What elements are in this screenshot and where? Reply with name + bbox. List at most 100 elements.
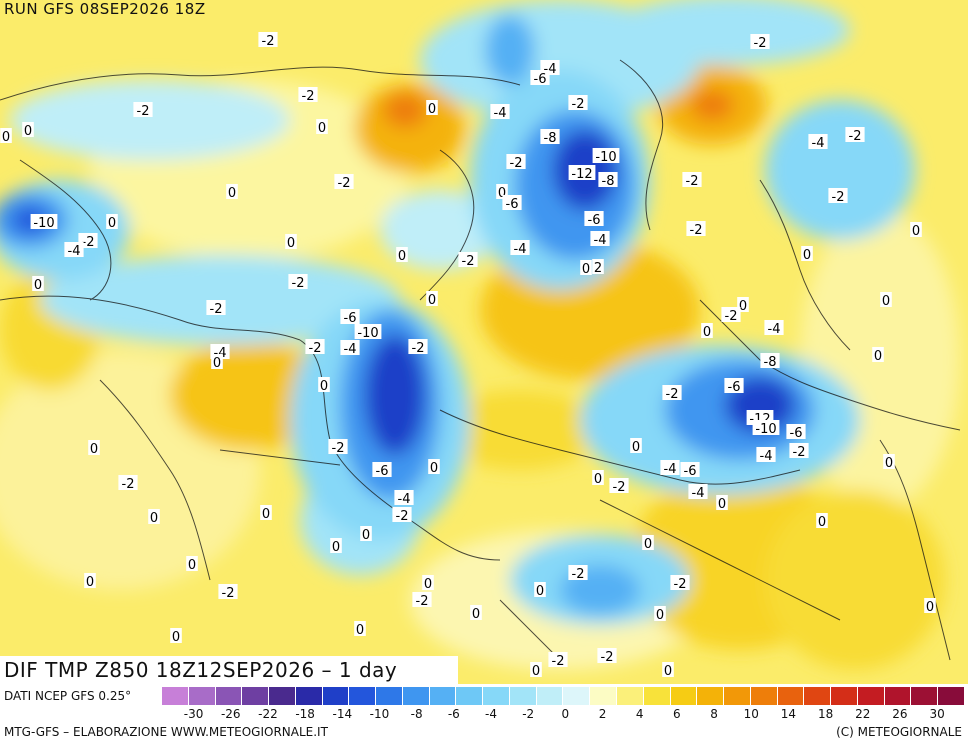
legend-swatch (938, 687, 965, 705)
contour-label-bg (64, 242, 84, 257)
contour-label: 0 (332, 540, 340, 555)
contour-label: -2 (416, 594, 429, 609)
legend-swatch (831, 687, 858, 705)
legend-swatch (402, 687, 430, 705)
contour-label: -2 (222, 586, 235, 601)
contour-label: -4 (768, 322, 781, 337)
contour-label: -2 (309, 341, 322, 356)
contour-label-bg (392, 507, 412, 522)
contour-label-bg (721, 307, 741, 322)
legend-swatch (697, 687, 725, 705)
contour-label: -2 (462, 254, 475, 269)
contour-label-bg (724, 378, 744, 393)
legend-swatch (670, 687, 698, 705)
contour-label: 0 (172, 630, 180, 645)
contour-label: -2 (396, 509, 409, 524)
contour-label: -2 (674, 577, 687, 592)
contour-label: -2 (572, 567, 585, 582)
contour-label: 0 (718, 497, 726, 512)
contour-label: 0 (108, 216, 116, 231)
contour-label-bg (568, 165, 596, 180)
legend-tick-label: 4 (635, 707, 644, 721)
contour-label-bg (288, 274, 308, 289)
contour-label-bg (845, 127, 865, 142)
contour-label-bg (750, 34, 770, 49)
contour-label: 0 (262, 507, 270, 522)
contour-label-bg (701, 323, 713, 338)
contour-label-bg (118, 475, 138, 490)
contour-label-bg (756, 447, 776, 462)
legend-swatch (590, 687, 618, 705)
contour-label: -2 (510, 156, 523, 171)
contour-label-bg (506, 154, 526, 169)
contour-label-bg (218, 584, 238, 599)
contour-label: -4 (692, 486, 705, 501)
legend-swatch (188, 687, 216, 705)
contour-label: -6 (344, 311, 357, 326)
contour-label-bg (789, 443, 809, 458)
contour-label: 0 (424, 577, 432, 592)
contour-label: -2 (338, 176, 351, 191)
contour-label: -2 (137, 104, 150, 119)
contour-label: 0 (739, 299, 747, 314)
contour-label-bg (530, 662, 542, 677)
legend-swatch (563, 687, 591, 705)
anomaly-field (0, 0, 960, 670)
contour-label: -2 (572, 97, 585, 112)
contour-label: 0 (912, 224, 920, 239)
contour-label-bg (360, 526, 372, 541)
contour-label: -2 (793, 445, 806, 460)
contour-label-bg (258, 32, 278, 47)
contour-label-bg (752, 420, 780, 435)
contour-label-bg (340, 340, 360, 355)
contour-label: 0 (34, 278, 42, 293)
contour-label-bg (590, 231, 610, 246)
map-title: DIF TMP Z850 18Z12SEP2026 – 1 day (0, 656, 458, 684)
legend-swatch (242, 687, 270, 705)
contour-label: -4 (494, 106, 507, 121)
contour-label-bg (630, 438, 642, 453)
contour-label: -6 (506, 197, 519, 212)
legend-tick-label: 6 (673, 707, 681, 721)
legend-swatch (456, 687, 484, 705)
contour-label: -2 (332, 441, 345, 456)
contour-label: -10 (357, 326, 378, 341)
contour-label-bg (662, 662, 674, 677)
contour-label: -2 (82, 235, 95, 250)
contour-label: 0 (632, 440, 640, 455)
contour-label: -2 (210, 302, 223, 317)
contour-label-bg (568, 565, 588, 580)
contour-label: 0 (498, 186, 506, 201)
contour-label-bg (133, 102, 153, 117)
contour-label: 0 (287, 236, 295, 251)
temperature-anomaly-map: -2 -2 -4 -6 -2 0 -2 -4 -2 0 0 0 -8 -4 -2 -10 -2 -12 -8 -2 -2… (0, 0, 968, 684)
legend-swatch (376, 687, 403, 705)
legend-tick-label: -22 (258, 707, 278, 721)
credit-left: MTG-GFS – ELABORAZIONE WWW.METEOGIORNALE… (4, 725, 328, 739)
contour-label-bg (0, 128, 12, 143)
contour-label: 0 (874, 349, 882, 364)
contour-label-bg (548, 652, 568, 667)
legend-tick-label: -4 (485, 707, 497, 721)
contour-label-bg (670, 575, 690, 590)
contour-label-bg (534, 582, 546, 597)
contour-label-bg (186, 556, 198, 571)
contour-label: -4 (344, 342, 357, 357)
contour-label: 0 (885, 456, 893, 471)
contour-label: 0 (664, 664, 672, 679)
contour-label: 0 (362, 528, 370, 543)
contour-label: 0 (430, 461, 438, 476)
contour-label: -4 (760, 449, 773, 464)
contour-label: -2 (832, 190, 845, 205)
contour-label: 0 (428, 102, 436, 117)
contour-label-bg (396, 247, 408, 262)
legend-swatch (884, 687, 912, 705)
contour-label: 0 (594, 472, 602, 487)
contour-label: -4 (664, 462, 677, 477)
contour-label: 0 (318, 121, 326, 136)
contour-label: 0 (644, 537, 652, 552)
legend-swatch (911, 687, 939, 705)
contour-label-bg (298, 87, 318, 102)
color-scale (162, 687, 965, 705)
